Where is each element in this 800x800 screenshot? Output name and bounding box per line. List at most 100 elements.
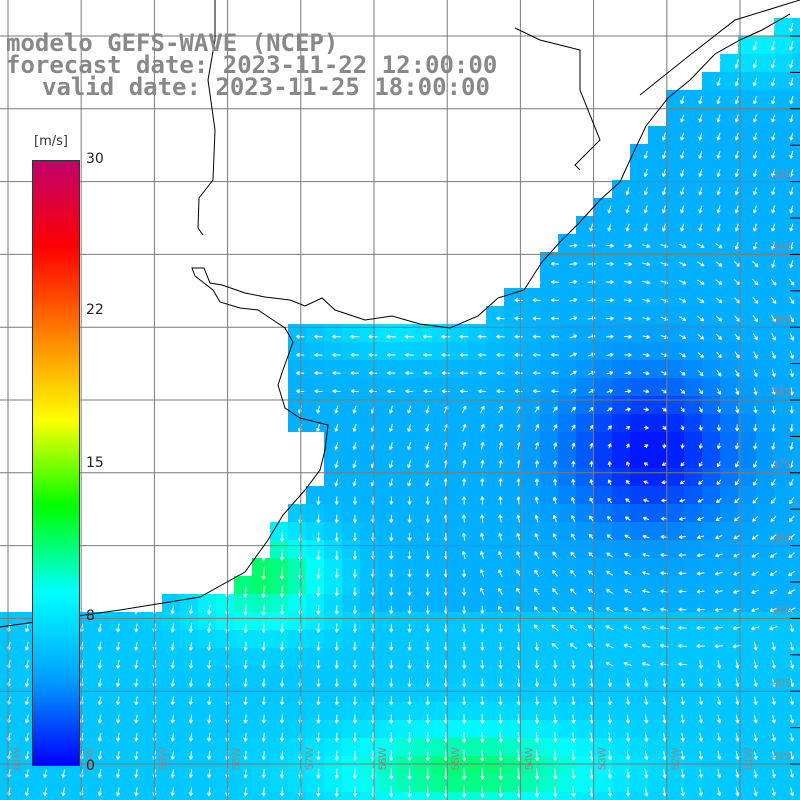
speed-cell-189 (504, 324, 522, 342)
wind-arrow-101 (734, 241, 739, 250)
speed-cell-398 (684, 450, 702, 468)
wind-arrow-800 (698, 678, 704, 687)
wind-arrow-33 (661, 132, 667, 141)
wind-arrow-759 (753, 660, 758, 669)
wind-arrow-619 (605, 607, 614, 612)
wind-arrow-586 (678, 589, 687, 594)
wind-arrow-263 (478, 389, 487, 394)
speed-cell-970 (126, 738, 144, 756)
speed-cell-943 (450, 720, 468, 738)
wind-arrow-224 (789, 351, 795, 359)
speed-cell-542 (684, 540, 702, 558)
wind-arrow-668 (696, 625, 705, 631)
wind-arrow-515 (516, 551, 521, 559)
speed-cell-271 (414, 378, 432, 396)
wind-arrow-568 (352, 587, 357, 596)
wind-arrow-855 (97, 714, 102, 724)
speed-cell-265 (306, 378, 324, 396)
wind-arrow-318 (462, 423, 467, 432)
wind-arrow-787 (462, 678, 467, 687)
speed-cell-964 (18, 738, 36, 756)
speed-cell-17 (666, 90, 684, 108)
wind-arrow-95 (623, 243, 633, 248)
speed-cell-590 (414, 576, 432, 594)
wind-arrow-1065 (717, 787, 722, 797)
lat-label-33S: 33S (772, 168, 792, 180)
speed-cell-961 (774, 720, 792, 738)
wind-arrow-259 (405, 389, 414, 394)
wind-arrow-559 (769, 570, 778, 576)
wind-arrow-158 (605, 316, 614, 321)
wind-arrow-911 (316, 732, 321, 742)
wind-arrow-532 (279, 567, 284, 580)
wind-arrow-917 (425, 732, 430, 743)
wind-arrow-707 (605, 643, 614, 649)
wind-arrow-751 (605, 661, 614, 667)
speed-cell-379 (342, 450, 360, 468)
wind-arrow-628 (769, 607, 778, 613)
speed-cell-826 (774, 666, 792, 684)
speed-cell-451 (648, 486, 666, 504)
speed-cell-215 (450, 342, 468, 360)
speed-cell-896 (414, 702, 432, 720)
speed-cell-624 (378, 594, 396, 612)
speed-cell-845 (306, 684, 324, 702)
speed-cell-733 (720, 630, 738, 648)
wind-arrow-144 (678, 298, 687, 303)
speed-cell-159 (486, 306, 504, 324)
wind-arrow-125 (642, 280, 651, 285)
wind-arrow-819 (243, 696, 248, 706)
speed-cell-1025 (306, 756, 324, 774)
speed-cell-79 (702, 198, 720, 216)
wind-arrow-410 (698, 479, 704, 485)
speed-cell-709 (288, 630, 306, 648)
wind-arrow-99 (697, 243, 705, 249)
wind-arrow-393 (388, 478, 394, 487)
speed-cell-224 (612, 342, 630, 360)
speed-cell-756 (324, 648, 342, 666)
wind-arrow-794 (589, 678, 594, 687)
speed-cell-842 (252, 684, 270, 702)
wind-arrow-1001 (352, 768, 357, 779)
wind-arrow-1036 (188, 787, 194, 797)
wind-arrow-227 (332, 370, 341, 376)
wind-arrow-239 (551, 370, 559, 376)
speed-cell-576 (738, 558, 756, 576)
wind-arrow-1062 (662, 787, 667, 797)
wind-arrow-134 (496, 298, 505, 303)
wind-arrow-1049 (425, 786, 430, 798)
speed-cell-752 (252, 648, 270, 666)
speed-cell-82 (756, 198, 774, 216)
wind-arrow-671 (750, 626, 760, 631)
speed-cell-61 (792, 162, 800, 180)
speed-cell-863 (630, 684, 648, 702)
speed-cell-1130 (576, 792, 594, 800)
speed-cell-926 (144, 720, 162, 738)
speed-cell-1017 (162, 756, 180, 774)
wind-arrow-886 (662, 714, 667, 724)
speed-cell-399 (702, 450, 720, 468)
wind-arrow-327 (625, 425, 631, 430)
colorbar (32, 160, 80, 766)
speed-cell-72 (792, 180, 800, 198)
speed-cell-510 (648, 522, 666, 540)
wind-arrow-16 (789, 77, 794, 87)
speed-cell-1028 (360, 756, 378, 774)
wind-arrow-471 (788, 515, 795, 523)
speed-cell-993 (540, 738, 558, 756)
speed-cell-96 (774, 216, 792, 234)
speed-cell-655 (126, 612, 144, 630)
wind-arrow-652 (407, 623, 412, 633)
speed-cell-614 (198, 594, 216, 612)
speed-cell-352 (342, 432, 360, 450)
wind-arrow-636 (115, 623, 121, 633)
wind-arrow-683 (170, 641, 175, 651)
speed-cell-85 (576, 216, 594, 234)
wind-arrow-1043 (316, 787, 321, 797)
longitude-labels: 61W 60W 59W 58W 57W 56W 55W 54W 53W 52W 51W (11, 747, 755, 770)
wind-arrow-414 (771, 478, 776, 486)
speed-cell-782 (792, 648, 800, 666)
speed-cell-930 (216, 720, 234, 738)
wind-arrow-290 (461, 405, 467, 414)
speed-cell-491 (306, 522, 324, 540)
